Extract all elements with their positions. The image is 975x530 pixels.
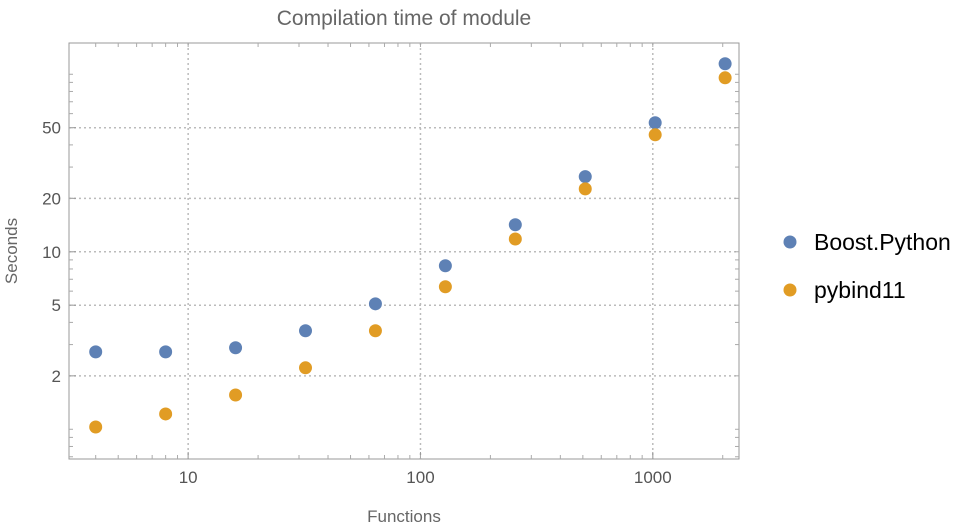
plot-frame: [68, 42, 740, 460]
data-points: [89, 57, 732, 434]
y-tick-label: 2: [52, 367, 61, 386]
data-point-boost-python: [159, 345, 173, 359]
x-axis-label: Functions: [367, 507, 441, 525]
data-point-boost-python: [299, 324, 313, 338]
data-point-boost-python: [578, 170, 592, 184]
legend-marker-boost-python: [783, 235, 797, 249]
x-tick-label: 10: [179, 468, 198, 487]
data-point-boost-python: [438, 259, 452, 273]
y-tick-label: 20: [42, 189, 61, 208]
data-point-boost-python: [229, 341, 243, 355]
legend-label-pybind11: pybind11: [814, 277, 906, 303]
chart-title: Compilation time of module: [277, 7, 531, 30]
grid: [69, 43, 739, 459]
data-point-pybind11: [508, 232, 522, 246]
data-point-pybind11: [578, 182, 592, 196]
data-point-boost-python: [508, 218, 522, 232]
data-point-pybind11: [648, 128, 662, 142]
data-point-pybind11: [159, 407, 173, 421]
data-point-boost-python: [368, 297, 382, 311]
ticks: 10 100 1000 2 5 10 20 50: [42, 43, 739, 487]
y-axis-label: Seconds: [2, 218, 21, 284]
legend: Boost.Python pybind11: [783, 229, 951, 303]
data-point-pybind11: [438, 280, 452, 294]
data-point-pybind11: [368, 324, 382, 338]
x-tick-label: 1000: [634, 468, 672, 487]
data-point-boost-python: [648, 116, 662, 130]
data-point-boost-python: [89, 345, 103, 359]
y-tick-label: 50: [42, 119, 61, 138]
data-point-boost-python: [718, 57, 732, 71]
data-point-pybind11: [229, 388, 243, 402]
data-point-pybind11: [718, 71, 732, 85]
legend-label-boost-python: Boost.Python: [814, 229, 951, 255]
x-tick-label: 100: [406, 468, 434, 487]
y-tick-label: 5: [52, 296, 61, 315]
data-point-pybind11: [299, 361, 313, 375]
legend-marker-pybind11: [783, 283, 797, 297]
y-tick-label: 10: [42, 243, 61, 262]
data-point-pybind11: [89, 420, 103, 434]
